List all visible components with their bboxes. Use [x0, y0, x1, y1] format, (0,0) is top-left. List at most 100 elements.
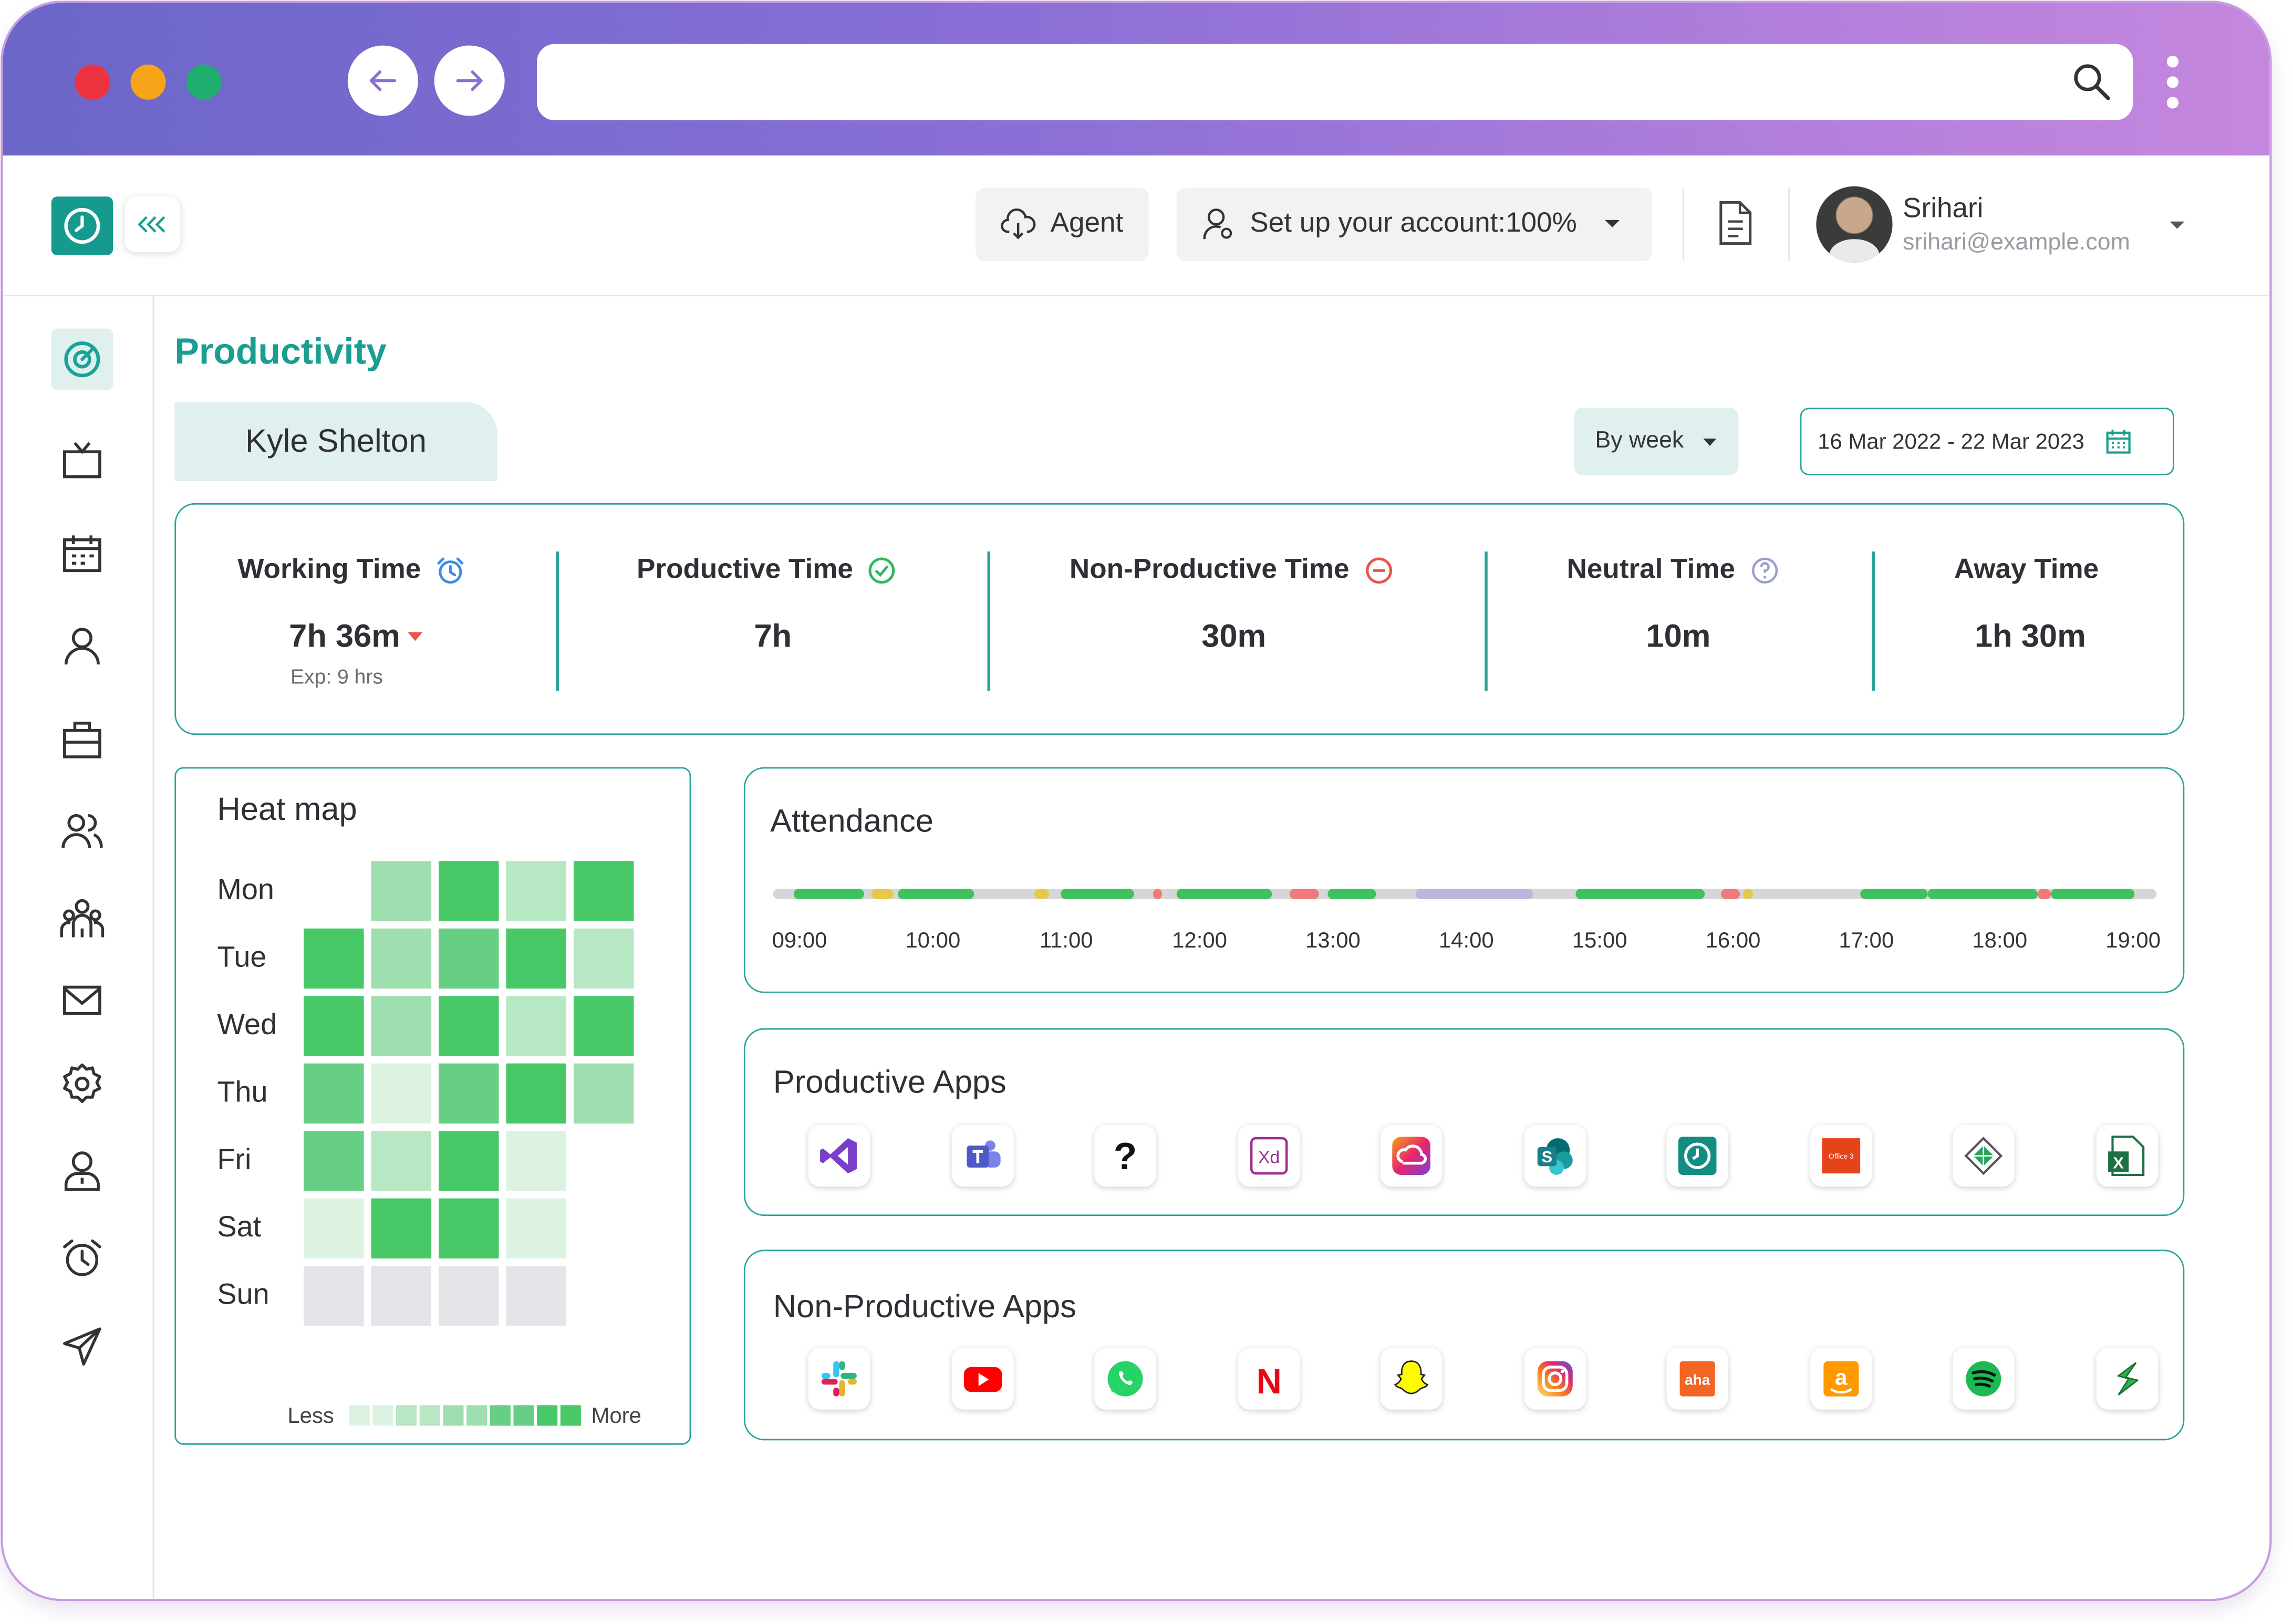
- crystal-icon[interactable]: [1953, 1125, 2015, 1187]
- minimize-window-button[interactable]: [130, 64, 166, 100]
- heatmap-cell[interactable]: [371, 1198, 432, 1259]
- heatmap-cell[interactable]: [371, 861, 432, 921]
- help-icon[interactable]: ?: [1094, 1125, 1156, 1187]
- heatmap-cell[interactable]: [439, 996, 499, 1056]
- youtube-icon[interactable]: [951, 1348, 1013, 1410]
- heatmap-cell[interactable]: [304, 928, 364, 989]
- period-select[interactable]: By week: [1574, 408, 1739, 475]
- heatmap-cell[interactable]: [371, 1266, 432, 1326]
- heatmap-cell[interactable]: [371, 928, 432, 989]
- heatmap-cell[interactable]: [573, 861, 634, 921]
- teams-icon[interactable]: [951, 1125, 1013, 1187]
- sidebar-item-projects[interactable]: [51, 709, 113, 770]
- setup-account-dropdown[interactable]: Set up your account:100%: [1176, 188, 1652, 262]
- attendance-segment-productive[interactable]: [898, 889, 974, 899]
- address-bar[interactable]: [537, 44, 2133, 121]
- heatmap-cell[interactable]: [439, 1198, 499, 1259]
- heatmap-cell[interactable]: [506, 928, 566, 989]
- excel-icon[interactable]: X: [2095, 1125, 2157, 1187]
- sidebar-item-alarms[interactable]: [51, 1227, 113, 1289]
- sidebar-item-teams[interactable]: [51, 888, 113, 949]
- sidebar-item-screens[interactable]: [51, 430, 113, 491]
- heatmap-legend-swatch: [396, 1405, 417, 1426]
- heatmap-cell[interactable]: [371, 1063, 432, 1124]
- slack-icon[interactable]: [808, 1348, 870, 1410]
- heatmap-cell[interactable]: [439, 1063, 499, 1124]
- heatmap-cell[interactable]: [304, 996, 364, 1056]
- creative-cloud-icon[interactable]: [1380, 1125, 1443, 1187]
- user-menu-caret-icon[interactable]: [2169, 220, 2186, 232]
- heatmap-cell[interactable]: [506, 1131, 566, 1191]
- attendance-segment-non-productive[interactable]: [1720, 889, 1741, 899]
- adobe-xd-icon[interactable]: Xd: [1237, 1125, 1299, 1187]
- sidebar-item-profile[interactable]: [51, 615, 113, 676]
- employee-tab[interactable]: Kyle Shelton: [174, 402, 497, 482]
- heatmap-cell[interactable]: [304, 1063, 364, 1124]
- heatmap-cell[interactable]: [439, 1266, 499, 1326]
- heatmap-cell[interactable]: [439, 861, 499, 921]
- back-button[interactable]: [347, 45, 418, 116]
- collapse-sidebar-button[interactable]: [124, 196, 181, 253]
- heatmap-cell[interactable]: [304, 1198, 364, 1259]
- attendance-segment-productive[interactable]: [793, 889, 865, 899]
- heatmap-cell[interactable]: [506, 861, 566, 921]
- attendance-segment-away[interactable]: [1416, 889, 1534, 899]
- netflix-icon[interactable]: N: [1237, 1348, 1299, 1410]
- attendance-segment-non-productive[interactable]: [1154, 889, 1163, 899]
- close-window-button[interactable]: [75, 64, 110, 100]
- attendance-segment-productive[interactable]: [1576, 889, 1705, 899]
- heatmap-cell[interactable]: [371, 1131, 432, 1191]
- app-logo[interactable]: [51, 196, 113, 255]
- sidebar-item-calendar[interactable]: [51, 522, 113, 584]
- attendance-segment-neutral-yellow[interactable]: [1033, 889, 1050, 899]
- swarm-icon[interactable]: [2095, 1348, 2157, 1410]
- heatmap-cell[interactable]: [573, 1063, 634, 1124]
- search-icon[interactable]: [2071, 61, 2112, 102]
- heatmap-cell[interactable]: [573, 928, 634, 989]
- sidebar-item-productivity[interactable]: [51, 328, 113, 390]
- heatmap-cell[interactable]: [439, 1131, 499, 1191]
- forward-button[interactable]: [434, 45, 505, 116]
- browser-menu-icon[interactable]: [2164, 56, 2182, 114]
- attendance-segment-productive[interactable]: [1927, 889, 2039, 899]
- heatmap-cell[interactable]: [573, 996, 634, 1056]
- spotify-icon[interactable]: [1953, 1348, 2015, 1410]
- avatar[interactable]: [1816, 186, 1893, 263]
- whatsapp-icon[interactable]: [1094, 1348, 1156, 1410]
- attendance-segment-neutral-yellow[interactable]: [1742, 889, 1754, 899]
- amazon-icon[interactable]: a: [1809, 1348, 1872, 1410]
- maximize-window-button[interactable]: [186, 64, 222, 100]
- visual-studio-icon[interactable]: [808, 1125, 870, 1187]
- heatmap-cell[interactable]: [371, 996, 432, 1056]
- sidebar-item-employees[interactable]: [51, 799, 113, 861]
- sidebar-item-send[interactable]: [51, 1316, 113, 1377]
- aha-icon[interactable]: aha: [1666, 1348, 1728, 1410]
- attendance-segment-non-productive[interactable]: [2038, 889, 2052, 899]
- heatmap-cell[interactable]: [304, 1131, 364, 1191]
- attendance-segment-productive[interactable]: [1860, 889, 1927, 899]
- heatmap-cell[interactable]: [304, 1266, 364, 1326]
- attendance-segment-non-productive[interactable]: [1289, 889, 1319, 899]
- office365-icon[interactable]: Office 3: [1809, 1125, 1872, 1187]
- heatmap-cell[interactable]: [506, 996, 566, 1056]
- heatmap-cell[interactable]: [439, 928, 499, 989]
- heatmap-cell[interactable]: [506, 1266, 566, 1326]
- sharepoint-icon[interactable]: S: [1523, 1125, 1585, 1187]
- sidebar-item-messages[interactable]: [51, 970, 113, 1031]
- instagram-icon[interactable]: [1523, 1348, 1585, 1410]
- snapchat-icon[interactable]: [1380, 1348, 1443, 1410]
- attendance-segment-neutral-yellow[interactable]: [871, 889, 894, 899]
- attendance-segment-productive[interactable]: [1176, 889, 1272, 899]
- document-icon[interactable]: [1716, 200, 1755, 246]
- timetracker-icon[interactable]: [1666, 1125, 1728, 1187]
- heatmap-cell[interactable]: [506, 1198, 566, 1259]
- sidebar-item-account[interactable]: [51, 1140, 113, 1201]
- attendance-segment-productive[interactable]: [1327, 889, 1376, 899]
- agent-button[interactable]: Agent: [976, 188, 1149, 262]
- sidebar-item-settings[interactable]: [51, 1053, 113, 1115]
- date-range-picker[interactable]: 16 Mar 2022 - 22 Mar 2023: [1800, 408, 2174, 475]
- attendance-segment-productive[interactable]: [1060, 889, 1134, 899]
- heatmap-cell[interactable]: [506, 1063, 566, 1124]
- alarm-clock-icon: [437, 557, 464, 584]
- attendance-segment-productive[interactable]: [2051, 889, 2134, 899]
